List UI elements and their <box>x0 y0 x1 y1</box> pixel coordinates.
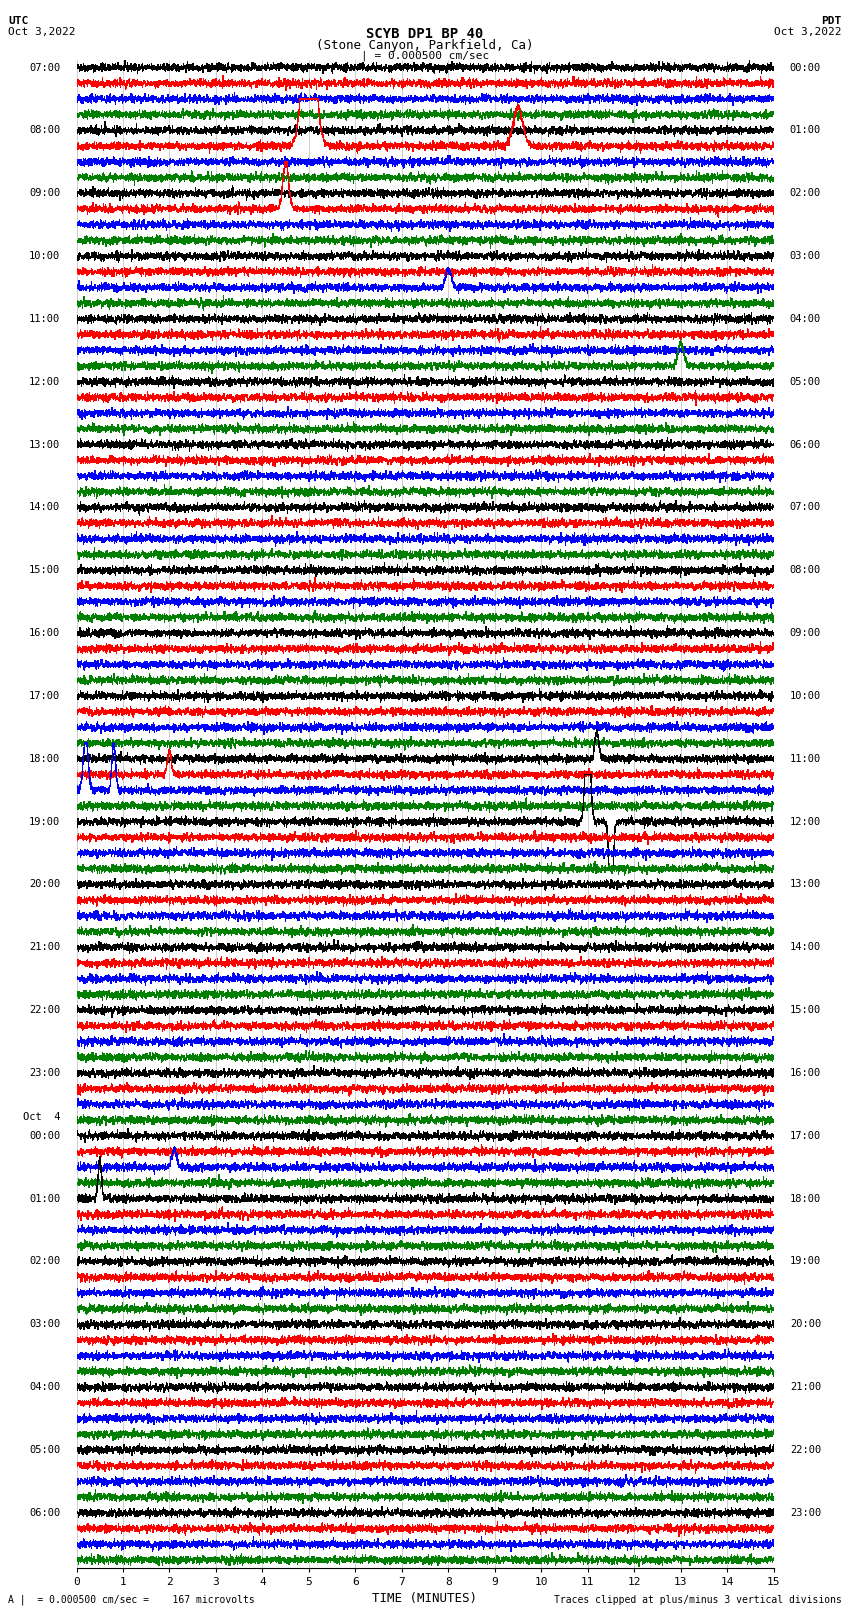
Text: 23:00: 23:00 <box>29 1068 60 1077</box>
Text: | = 0.000500 cm/sec: | = 0.000500 cm/sec <box>361 50 489 61</box>
Text: 17:00: 17:00 <box>790 1131 821 1140</box>
Text: 22:00: 22:00 <box>29 1005 60 1015</box>
Text: 21:00: 21:00 <box>790 1382 821 1392</box>
Text: 04:00: 04:00 <box>790 315 821 324</box>
Text: 14:00: 14:00 <box>790 942 821 952</box>
Text: 16:00: 16:00 <box>790 1068 821 1077</box>
Text: 15:00: 15:00 <box>790 1005 821 1015</box>
Text: 13:00: 13:00 <box>29 440 60 450</box>
Text: 17:00: 17:00 <box>29 690 60 702</box>
Text: 09:00: 09:00 <box>29 189 60 198</box>
Text: 04:00: 04:00 <box>29 1382 60 1392</box>
Text: 16:00: 16:00 <box>29 627 60 639</box>
Text: 12:00: 12:00 <box>790 816 821 826</box>
Text: 01:00: 01:00 <box>29 1194 60 1203</box>
Text: 02:00: 02:00 <box>790 189 821 198</box>
Text: 18:00: 18:00 <box>29 753 60 765</box>
Text: 09:00: 09:00 <box>790 627 821 639</box>
Text: 18:00: 18:00 <box>790 1194 821 1203</box>
Text: 07:00: 07:00 <box>790 502 821 513</box>
Text: PDT: PDT <box>821 16 842 26</box>
Text: 20:00: 20:00 <box>29 879 60 889</box>
Text: 11:00: 11:00 <box>29 315 60 324</box>
Text: 22:00: 22:00 <box>790 1445 821 1455</box>
Text: 08:00: 08:00 <box>790 565 821 576</box>
Text: 10:00: 10:00 <box>29 252 60 261</box>
Text: Oct 3,2022: Oct 3,2022 <box>774 27 842 37</box>
Text: 01:00: 01:00 <box>790 126 821 135</box>
Text: 00:00: 00:00 <box>29 1131 60 1140</box>
Text: 05:00: 05:00 <box>790 377 821 387</box>
Text: 06:00: 06:00 <box>29 1508 60 1518</box>
Text: 08:00: 08:00 <box>29 126 60 135</box>
Text: Oct  4: Oct 4 <box>23 1113 60 1123</box>
Text: 19:00: 19:00 <box>790 1257 821 1266</box>
Text: 19:00: 19:00 <box>29 816 60 826</box>
Text: 00:00: 00:00 <box>790 63 821 73</box>
Text: 14:00: 14:00 <box>29 502 60 513</box>
Text: 03:00: 03:00 <box>29 1319 60 1329</box>
Text: 23:00: 23:00 <box>790 1508 821 1518</box>
Text: SCYB DP1 BP 40: SCYB DP1 BP 40 <box>366 27 484 42</box>
Text: 06:00: 06:00 <box>790 440 821 450</box>
Text: Traces clipped at plus/minus 3 vertical divisions: Traces clipped at plus/minus 3 vertical … <box>553 1595 842 1605</box>
Text: 03:00: 03:00 <box>790 252 821 261</box>
Text: 15:00: 15:00 <box>29 565 60 576</box>
Text: (Stone Canyon, Parkfield, Ca): (Stone Canyon, Parkfield, Ca) <box>316 39 534 52</box>
Text: 07:00: 07:00 <box>29 63 60 73</box>
Text: 05:00: 05:00 <box>29 1445 60 1455</box>
X-axis label: TIME (MINUTES): TIME (MINUTES) <box>372 1592 478 1605</box>
Text: 13:00: 13:00 <box>790 879 821 889</box>
Text: A |  = 0.000500 cm/sec =    167 microvolts: A | = 0.000500 cm/sec = 167 microvolts <box>8 1594 255 1605</box>
Text: 20:00: 20:00 <box>790 1319 821 1329</box>
Text: 02:00: 02:00 <box>29 1257 60 1266</box>
Text: 11:00: 11:00 <box>790 753 821 765</box>
Text: 12:00: 12:00 <box>29 377 60 387</box>
Text: UTC: UTC <box>8 16 29 26</box>
Text: 21:00: 21:00 <box>29 942 60 952</box>
Text: 10:00: 10:00 <box>790 690 821 702</box>
Text: Oct 3,2022: Oct 3,2022 <box>8 27 76 37</box>
